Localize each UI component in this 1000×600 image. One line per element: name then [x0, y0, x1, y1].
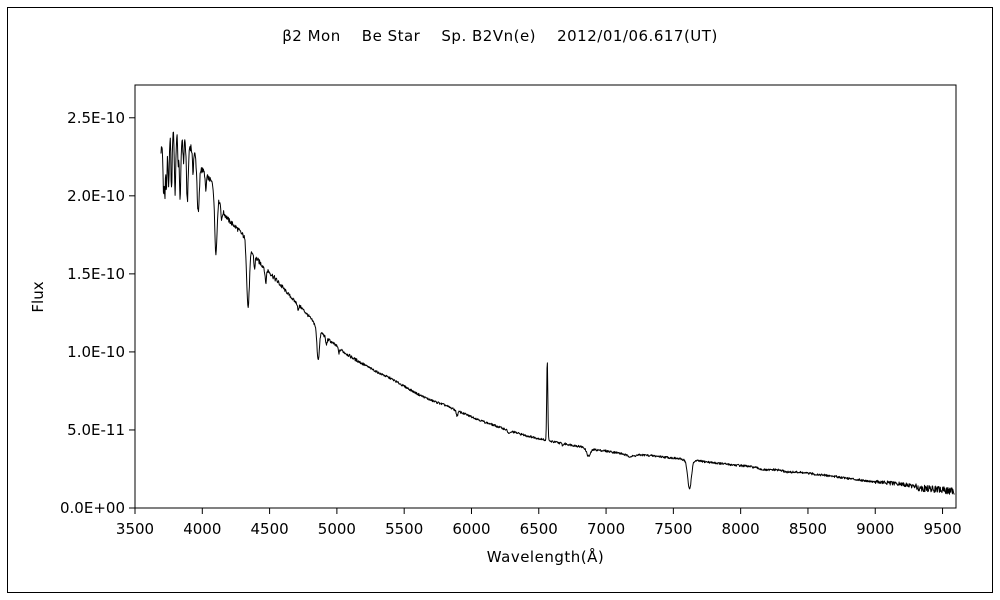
x-tick-label: 7500 — [654, 520, 692, 538]
y-tick-label: 1.0E-10 — [67, 343, 125, 361]
x-tick-label: 6500 — [520, 520, 558, 538]
x-tick-label: 7000 — [587, 520, 625, 538]
x-tick-label: 6000 — [452, 520, 490, 538]
x-tick-label: 9500 — [923, 520, 961, 538]
chart-title: β2 Mon Be Star Sp. B2Vn(e) 2012/01/06.61… — [282, 27, 718, 45]
spectrum-line — [160, 131, 955, 495]
x-tick-label: 3500 — [116, 520, 154, 538]
x-tick-label: 8500 — [789, 520, 827, 538]
x-tick-label: 9000 — [856, 520, 894, 538]
plot-border — [134, 84, 957, 509]
y-tick-label: 1.5E-10 — [67, 265, 125, 283]
y-tick-label: 5.0E-11 — [67, 421, 125, 439]
x-tick-label: 4000 — [183, 520, 221, 538]
x-tick-label: 5000 — [318, 520, 356, 538]
y-tick-label: 0.0E+00 — [60, 499, 125, 517]
x-tick-label: 5500 — [385, 520, 423, 538]
y-tick-label: 2.0E-10 — [67, 187, 125, 205]
x-tick-label: 4500 — [250, 520, 288, 538]
y-tick-label: 2.5E-10 — [67, 109, 125, 127]
x-tick-label: 8000 — [722, 520, 760, 538]
x-axis-title: Wavelength(Å) — [486, 548, 605, 566]
y-axis-title: Flux — [29, 281, 47, 313]
